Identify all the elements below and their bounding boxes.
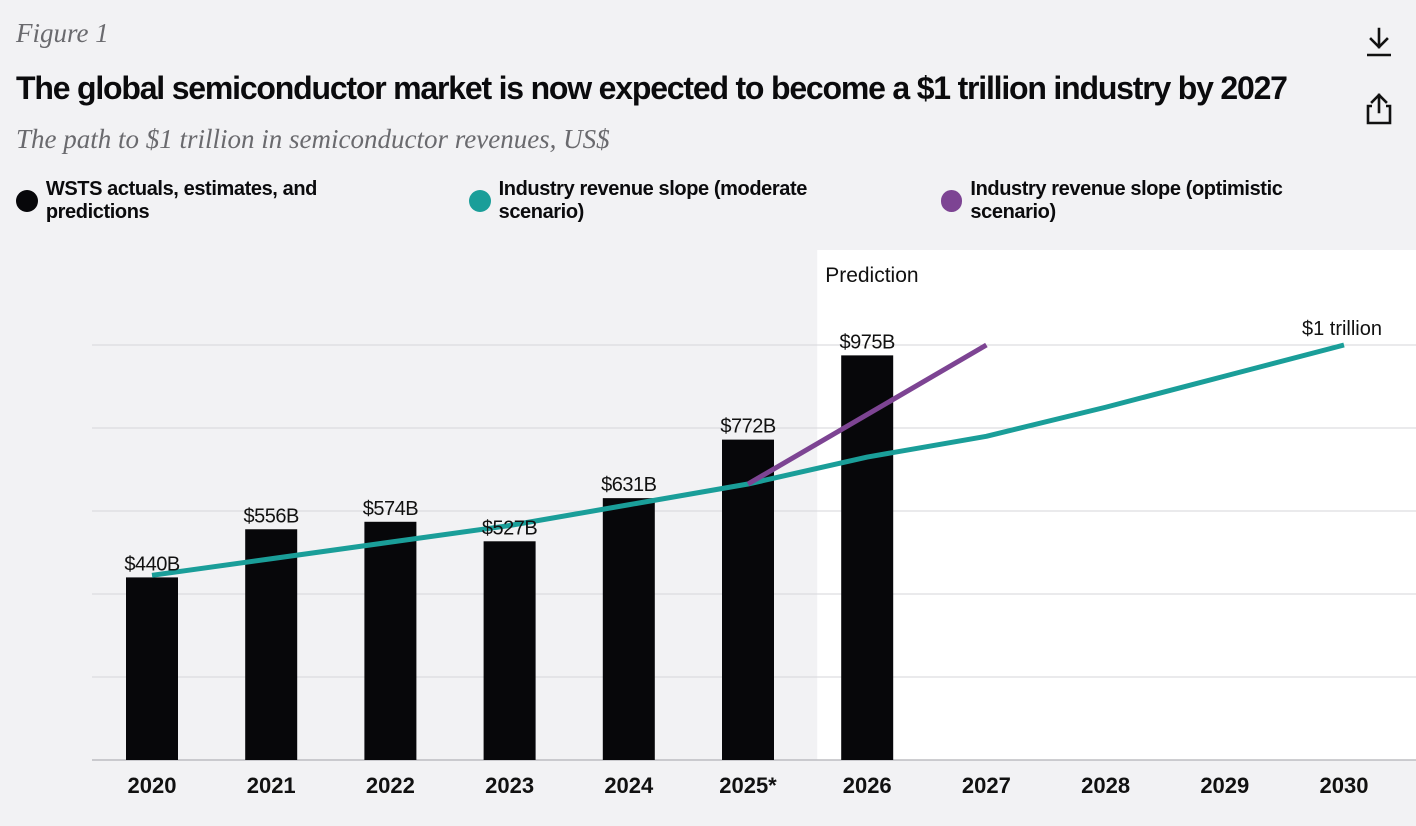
line-end-label: $1 trillion (1302, 318, 1382, 340)
x-tick-label: 2030 (1320, 773, 1369, 798)
x-tick-label: 2020 (128, 773, 177, 798)
bar-2023 (483, 541, 536, 760)
bar-2025 (722, 439, 774, 760)
x-tick-label: 2028 (1081, 773, 1130, 798)
figure-label: Figure 1 (16, 18, 109, 48)
x-tick-label: 2024 (604, 773, 654, 798)
share-button[interactable] (1362, 92, 1396, 126)
legend-swatch-wsts (16, 190, 38, 212)
x-tick-label: 2021 (247, 773, 296, 798)
download-button[interactable] (1362, 25, 1396, 59)
prediction-panel (817, 250, 1416, 760)
bar-value-label: $556B (244, 505, 299, 527)
bar-2020 (126, 577, 178, 760)
bar-value-label: $440B (124, 553, 179, 575)
legend-swatch-optimistic (940, 190, 963, 212)
share-icon (1366, 93, 1392, 125)
x-tick-label: 2027 (962, 773, 1011, 798)
legend: WSTS actuals, estimates, and predictions… (16, 178, 1416, 224)
bar-2024 (602, 498, 655, 760)
prediction-label: Prediction (825, 264, 918, 287)
bar-value-label: $975B (840, 331, 895, 353)
optimistic-scenario-line (746, 342, 988, 487)
x-tick-label: 2022 (366, 773, 415, 798)
x-tick-label: 2029 (1200, 773, 1249, 798)
bar-value-label: $772B (720, 416, 775, 438)
legend-item-wsts: WSTS actuals, estimates, and predictions (16, 178, 423, 224)
chart-subtitle: The path to $1 trillion in semiconductor… (16, 124, 610, 154)
legend-label-moderate: Industry revenue slope (moderate scenari… (498, 178, 808, 223)
legend-swatch-moderate (468, 190, 491, 212)
bar-value-label: $631B (601, 474, 656, 496)
bar-2021 (245, 529, 298, 760)
download-icon (1367, 27, 1391, 57)
legend-label-optimistic: Industry revenue slope (optimistic scena… (970, 178, 1283, 223)
legend-item-optimistic: Industry revenue slope (optimistic scena… (940, 178, 1370, 224)
bar-value-label: $574B (363, 498, 418, 520)
bar-2022 (364, 521, 417, 760)
x-tick-label: 2023 (485, 773, 534, 798)
x-tick-label: 2025* (719, 773, 777, 798)
bar-value-label: $527B (482, 517, 537, 539)
legend-item-moderate: Industry revenue slope (moderate scenari… (468, 178, 895, 224)
legend-label-wsts: WSTS actuals, estimates, and predictions (45, 178, 318, 223)
x-tick-label: 2026 (843, 773, 892, 798)
chart-title: The global semiconductor market is now e… (16, 70, 1288, 106)
